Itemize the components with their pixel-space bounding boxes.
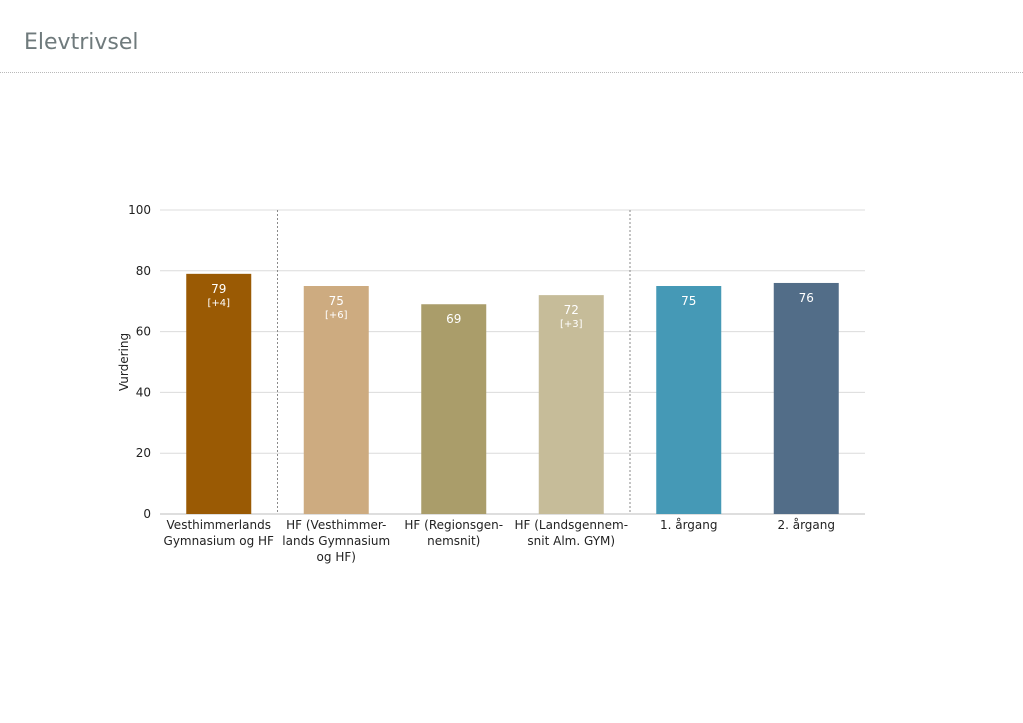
page-title: Elevtrivsel [24, 30, 139, 55]
y-tick-label: 100 [128, 203, 151, 217]
bar [186, 273, 252, 514]
y-axis-title: Vurdering [117, 333, 131, 391]
bar-delta-label: [+4] [207, 298, 230, 309]
category-label: 2. årgang [777, 518, 835, 532]
bar-value-label: 69 [446, 312, 461, 326]
bar-delta-label: [+3] [560, 319, 583, 330]
y-tick-label: 40 [136, 385, 151, 399]
y-tick-label: 20 [136, 446, 151, 460]
bar [656, 286, 722, 514]
category-label: Vesthimmerlands Gymnasium og HF [164, 518, 275, 548]
y-tick-label: 80 [136, 264, 151, 278]
bar [773, 282, 839, 514]
bar-value-label: 72 [564, 303, 579, 317]
category-label: HF (Landsgennem-snit Alm. GYM) [514, 518, 628, 548]
bar-value-label: 76 [799, 291, 814, 305]
category-label: 1. årgang [660, 518, 718, 532]
bar-value-label: 75 [681, 294, 696, 308]
category-label: HF (Vesthimmer-lands Gymnasium og HF) [282, 518, 390, 564]
y-tick-label: 0 [143, 507, 151, 521]
bar-value-label: 79 [211, 282, 226, 296]
bar-value-label: 75 [329, 294, 344, 308]
title-divider [0, 72, 1023, 73]
y-tick-label: 60 [136, 325, 151, 339]
bar [303, 286, 369, 514]
bar [538, 295, 604, 514]
bar [421, 304, 487, 514]
bar-delta-label: [+6] [325, 310, 348, 321]
category-label: HF (Regionsgen-nemsnit) [404, 518, 503, 548]
